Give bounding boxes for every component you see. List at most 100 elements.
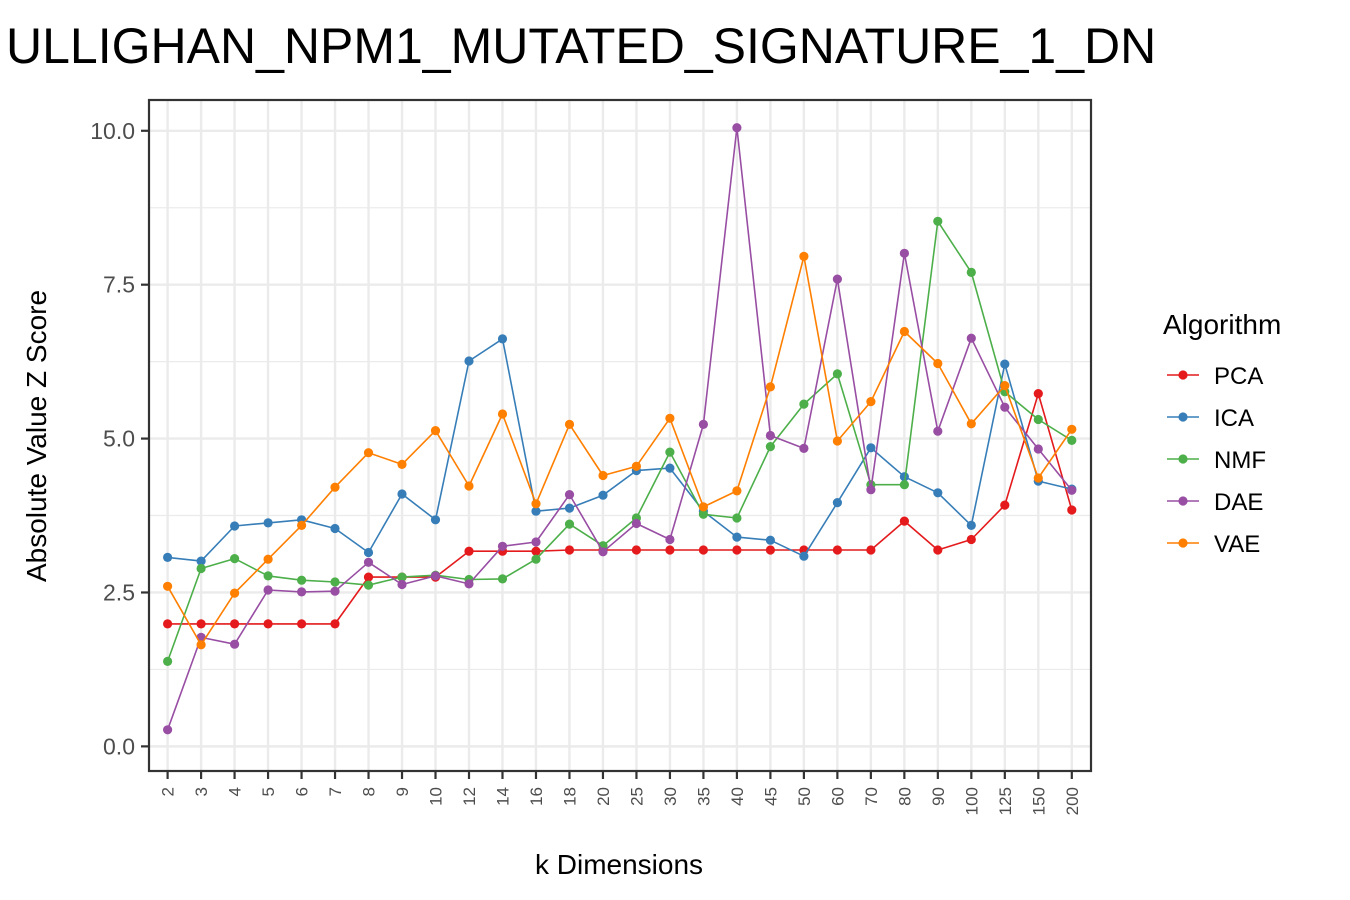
data-point-ica	[363, 547, 374, 558]
x-tick-label: 90	[929, 787, 948, 806]
data-point-vae	[765, 382, 776, 392]
data-point-pca	[933, 545, 943, 555]
data-point-vae	[564, 419, 575, 429]
data-point-dae	[1000, 402, 1010, 412]
data-point-pca	[531, 546, 541, 556]
series-layer	[163, 123, 1077, 735]
data-point-nmf	[1067, 435, 1077, 445]
data-point-nmf	[196, 563, 206, 574]
data-point-pca	[196, 619, 206, 629]
data-point-pca	[330, 619, 340, 629]
data-point-nmf	[966, 267, 976, 277]
data-point-pca	[1033, 389, 1043, 399]
data-point-dae	[832, 274, 843, 284]
series-line-nmf	[166, 220, 1073, 662]
data-point-ica	[732, 532, 742, 542]
data-point-dae	[497, 541, 508, 551]
data-point-vae	[665, 413, 675, 423]
data-point-vae	[832, 436, 843, 446]
y-axis: 0.0 2.5 5.0 7.5 10.0	[90, 118, 149, 759]
x-tick-label: 70	[862, 787, 881, 806]
data-point-nmf	[230, 554, 240, 564]
legend-item-pca: PCA	[1167, 363, 1263, 390]
x-tick-label: 7	[326, 787, 345, 796]
legend-key-point-vae	[1178, 538, 1188, 548]
x-tick-label: 50	[795, 787, 814, 806]
x-tick-label: 14	[493, 787, 512, 806]
data-point-dae	[1033, 444, 1043, 454]
x-tick-label: 200	[1063, 787, 1082, 815]
data-point-ica	[230, 521, 240, 531]
data-point-dae	[1067, 485, 1077, 495]
legend-key-point-nmf	[1178, 454, 1188, 464]
data-point-ica	[598, 490, 608, 500]
x-tick-label: 4	[226, 787, 245, 796]
data-point-vae	[363, 448, 374, 458]
data-point-pca	[899, 516, 910, 526]
data-point-vae	[732, 486, 742, 496]
data-point-vae	[263, 554, 273, 564]
data-point-nmf	[832, 369, 843, 379]
data-point-ica	[564, 503, 575, 513]
data-point-vae	[866, 397, 876, 407]
data-point-ica	[330, 523, 340, 534]
data-point-dae	[966, 333, 976, 343]
data-point-pca	[297, 619, 307, 629]
legend-item-dae: DAE	[1167, 489, 1263, 516]
data-point-ica	[899, 472, 910, 482]
x-tick-label: 8	[360, 787, 379, 796]
data-point-dae	[163, 725, 173, 735]
data-point-vae	[330, 482, 340, 492]
y-tick-label: 2.5	[103, 579, 135, 605]
data-point-ica	[866, 443, 876, 453]
grid-minor	[149, 207, 1091, 671]
data-point-ica	[430, 515, 441, 525]
data-point-nmf	[799, 399, 809, 409]
x-tick-label: 20	[594, 787, 613, 806]
data-point-pca	[230, 619, 240, 629]
data-point-nmf	[732, 513, 742, 523]
data-point-pca	[866, 545, 876, 555]
data-point-dae	[464, 579, 474, 589]
data-point-dae	[430, 571, 441, 581]
legend-label-pca: PCA	[1214, 363, 1263, 390]
y-axis-title: Absolute Value Z Score	[21, 290, 52, 582]
data-point-dae	[230, 639, 240, 649]
data-point-pca	[966, 534, 976, 545]
data-point-dae	[363, 557, 374, 567]
y-tick-label: 7.5	[103, 272, 135, 298]
x-tick-label: 25	[627, 787, 646, 806]
x-tick-label: 60	[828, 787, 847, 806]
data-point-vae	[698, 502, 709, 512]
data-point-ica	[464, 356, 474, 366]
data-point-vae	[1000, 381, 1010, 391]
data-point-ica	[933, 488, 943, 498]
x-tick-label: 6	[293, 787, 312, 796]
legend-title: Algorithm	[1163, 309, 1281, 340]
data-point-vae	[397, 459, 407, 469]
data-point-vae	[497, 409, 508, 419]
x-tick-label: 150	[1029, 787, 1048, 815]
data-point-nmf	[933, 216, 943, 226]
data-point-nmf	[363, 580, 374, 590]
data-point-dae	[665, 534, 675, 545]
data-point-nmf	[899, 480, 910, 490]
data-point-pca	[263, 619, 273, 629]
data-point-dae	[866, 485, 876, 495]
legend-key-point-pca	[1178, 370, 1188, 380]
data-point-nmf	[330, 577, 340, 587]
series-line-ica	[167, 338, 1072, 562]
data-point-nmf	[531, 554, 541, 564]
series-line-pca	[167, 392, 1073, 625]
data-point-pca	[631, 545, 642, 555]
x-tick-label: 12	[460, 787, 479, 806]
legend-label-nmf: NMF	[1214, 447, 1266, 474]
x-tick-label: 18	[560, 787, 579, 806]
data-point-ica	[765, 535, 776, 545]
data-point-vae	[430, 426, 441, 436]
legend: Algorithm PCA ICA NMF DAE VAE	[1163, 309, 1281, 558]
x-tick-label: 45	[761, 787, 780, 806]
data-point-nmf	[497, 574, 508, 584]
data-point-pca	[765, 545, 776, 555]
data-point-pca	[1000, 500, 1010, 510]
